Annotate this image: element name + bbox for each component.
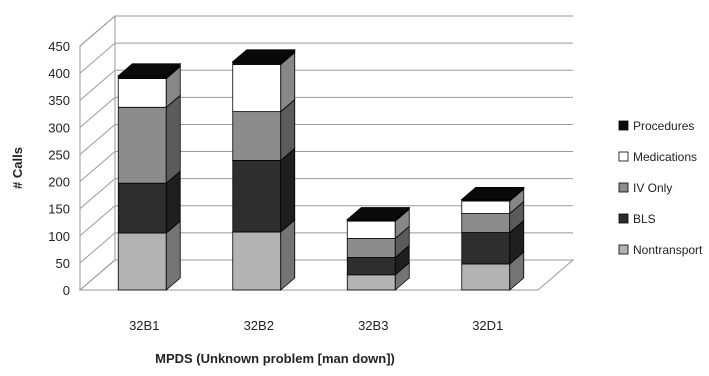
legend-item-procedures: Procedures: [618, 119, 694, 133]
bar-front: [461, 213, 511, 233]
legend-swatch: [618, 120, 629, 131]
bar-front: [117, 106, 167, 184]
x-tick-label: 32B3: [358, 318, 388, 333]
bar-front: [346, 220, 396, 239]
bar-segment-32D1-iv-only: [461, 200, 525, 234]
bar-front: [346, 238, 396, 258]
bar-front: [117, 78, 167, 108]
legend-label: BLS: [633, 212, 656, 226]
bars-layer: [117, 48, 525, 291]
x-tick-label: 32B1: [129, 318, 159, 333]
bar-side: [280, 147, 296, 233]
y-tick-label: 400: [48, 66, 70, 81]
legend-label: Nontransport: [633, 243, 703, 257]
bar-segment-32B1-bls: [117, 170, 181, 234]
bar-front: [461, 200, 511, 214]
gridline-side: [79, 151, 116, 182]
bar-front: [346, 274, 396, 291]
legend-item-bls: BLS: [618, 212, 656, 226]
bar-front: [117, 232, 167, 291]
gridline-side: [79, 15, 116, 47]
bar-stack-32B1: [117, 62, 182, 291]
x-axis-title: MPDS (Unknown problem [man down]): [155, 351, 395, 366]
gridline-side: [79, 42, 116, 74]
side-wall: [79, 14, 116, 292]
y-tick-label: 450: [48, 39, 70, 54]
legend-swatch: [618, 244, 629, 255]
bar-stack-32B3: [346, 206, 411, 291]
bar-stack-32D1: [460, 186, 525, 291]
bar-front: [232, 231, 282, 291]
bar-stack-32B2: [231, 48, 296, 291]
legend-label: IV Only: [633, 181, 672, 195]
y-axis-title: # Calls: [10, 147, 25, 189]
bar-segment-32B2-medications: [232, 51, 296, 113]
x-axis: 32B1 32B2 32B3 32D1: [129, 318, 503, 333]
bar-front: [117, 75, 167, 79]
gridline-side: [79, 124, 116, 155]
y-tick-label: 50: [56, 256, 70, 271]
bar-segment-32B1-nontransport: [117, 220, 181, 291]
bar-front: [461, 232, 511, 265]
x-tick-label: 32B2: [244, 318, 274, 333]
bar-segment-32D1-procedures: [460, 186, 525, 202]
y-tick-label: 0: [63, 283, 70, 298]
bar-front: [346, 257, 396, 276]
gridline-side: [79, 96, 116, 128]
gridline-side: [79, 205, 116, 237]
legend-swatch: [618, 213, 629, 224]
y-tick-label: 100: [48, 229, 70, 244]
y-tick-label: 200: [48, 175, 70, 190]
y-tick-label: 300: [48, 120, 70, 135]
legend-swatch: [618, 151, 629, 162]
bar-segment-32D1-medications: [461, 188, 525, 215]
bar-segment-32B3-bls: [346, 244, 410, 276]
bar-segment-32B2-bls: [232, 147, 296, 233]
y-tick-label: 150: [48, 202, 70, 217]
bar-front: [232, 61, 282, 65]
gridline-side: [79, 259, 116, 291]
bar-side: [165, 94, 181, 185]
bar-front: [232, 64, 282, 113]
bar-front: [232, 160, 282, 233]
bar-segment-32B2-iv-only: [232, 98, 296, 162]
bar-top: [346, 207, 411, 220]
y-tick-label: 250: [48, 147, 70, 162]
bar-segment-32D1-bls: [461, 219, 525, 265]
bar-segment-32B3-procedures: [346, 206, 411, 223]
bar-segment-32B1-procedures: [117, 62, 182, 80]
bar-segment-32B2-procedures: [231, 48, 296, 66]
legend: Procedures Medications IV Only BLS Nontransp…: [618, 119, 703, 257]
legend-item-iv-only: IV Only: [618, 181, 672, 195]
legend-item-nontransport: Nontransport: [618, 243, 703, 257]
bar-front: [117, 182, 167, 234]
legend-item-medications: Medications: [618, 150, 697, 164]
bar-top: [231, 49, 296, 63]
bar-front: [461, 263, 511, 291]
bar-top: [117, 63, 182, 77]
legend-swatch: [618, 182, 629, 193]
bar-front: [232, 111, 282, 161]
y-axis: 0 50 100 150 200 250 300 350 400 450: [48, 39, 81, 298]
bar-segment-32B1-iv-only: [117, 94, 181, 185]
gridline-side: [79, 232, 116, 264]
bar-top: [460, 187, 525, 200]
y-tick-label: 350: [48, 93, 70, 108]
gridline-side: [79, 178, 116, 210]
x-tick-label: 32D1: [472, 318, 503, 333]
legend-label: Medications: [633, 150, 697, 164]
gridline-side: [79, 69, 116, 101]
legend-label: Procedures: [633, 119, 694, 133]
